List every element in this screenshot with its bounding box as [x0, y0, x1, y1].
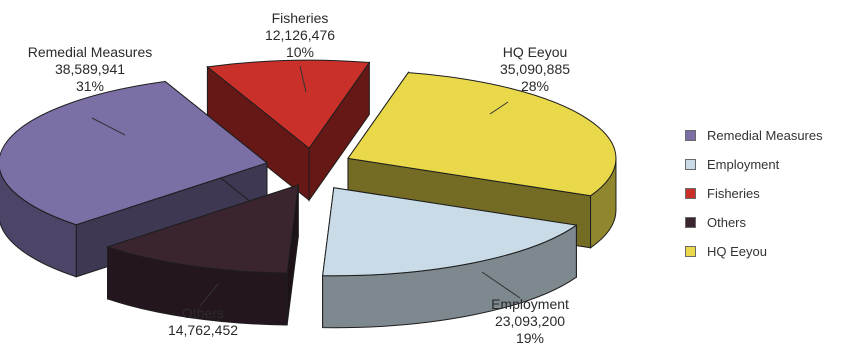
legend-item-remedial: Remedial Measures — [685, 126, 823, 144]
label-others: Others 14,762,452 — [138, 305, 268, 339]
slice-fisheries — [206, 59, 371, 202]
legend-swatch-remedial — [685, 129, 696, 141]
legend-label-fisheries: Fisheries — [707, 185, 760, 201]
legend: Remedial Measures Employment Fisheries O… — [685, 126, 823, 271]
legend-label-employment: Employment — [707, 156, 780, 172]
label-fisheries-percent: 10% — [285, 44, 315, 60]
legend-swatch-others — [685, 216, 696, 228]
label-fisheries-value: 12,126,476 — [264, 27, 336, 43]
slice-others — [105, 184, 299, 326]
legend-item-fisheries: Fisheries — [685, 184, 823, 202]
legend-item-others: Others — [685, 213, 823, 231]
legend-label-others: Others — [707, 214, 747, 230]
label-fisheries: Fisheries 12,126,476 10% — [225, 10, 375, 61]
label-employment: Employment 23,093,200 19% — [455, 296, 605, 347]
label-others-name: Others — [181, 305, 224, 321]
label-hq-eeyou: HQ Eeyou 35,090,885 28% — [460, 44, 610, 95]
callout-fisheries — [299, 65, 307, 93]
label-employment-name: Employment — [491, 296, 569, 312]
label-remedial-measures: Remedial Measures 38,589,941 31% — [10, 44, 170, 95]
legend-swatch-fisheries — [685, 187, 696, 199]
label-hq-name: HQ Eeyou — [502, 44, 568, 60]
callout-hq — [489, 101, 509, 115]
label-others-value: 14,762,452 — [167, 322, 239, 338]
callout-others — [199, 283, 219, 307]
label-remedial-percent: 31% — [75, 78, 105, 94]
slice-employment — [322, 187, 578, 329]
label-remedial-value: 38,589,941 — [54, 61, 126, 77]
legend-swatch-hq — [685, 245, 696, 257]
legend-swatch-employment — [685, 158, 696, 170]
label-employment-percent: 19% — [515, 330, 545, 346]
legend-item-hq: HQ Eeyou — [685, 242, 823, 260]
label-hq-percent: 28% — [520, 78, 550, 94]
label-remedial-name: Remedial Measures — [27, 44, 153, 60]
label-hq-value: 35,090,885 — [499, 61, 571, 77]
label-fisheries-name: Fisheries — [271, 10, 329, 26]
callout-employment — [481, 271, 521, 299]
legend-label-hq: HQ Eeyou — [707, 243, 767, 259]
legend-item-employment: Employment — [685, 155, 823, 173]
callout-remedial — [91, 117, 126, 136]
label-employment-value: 23,093,200 — [494, 313, 566, 329]
legend-label-remedial: Remedial Measures — [707, 127, 823, 143]
